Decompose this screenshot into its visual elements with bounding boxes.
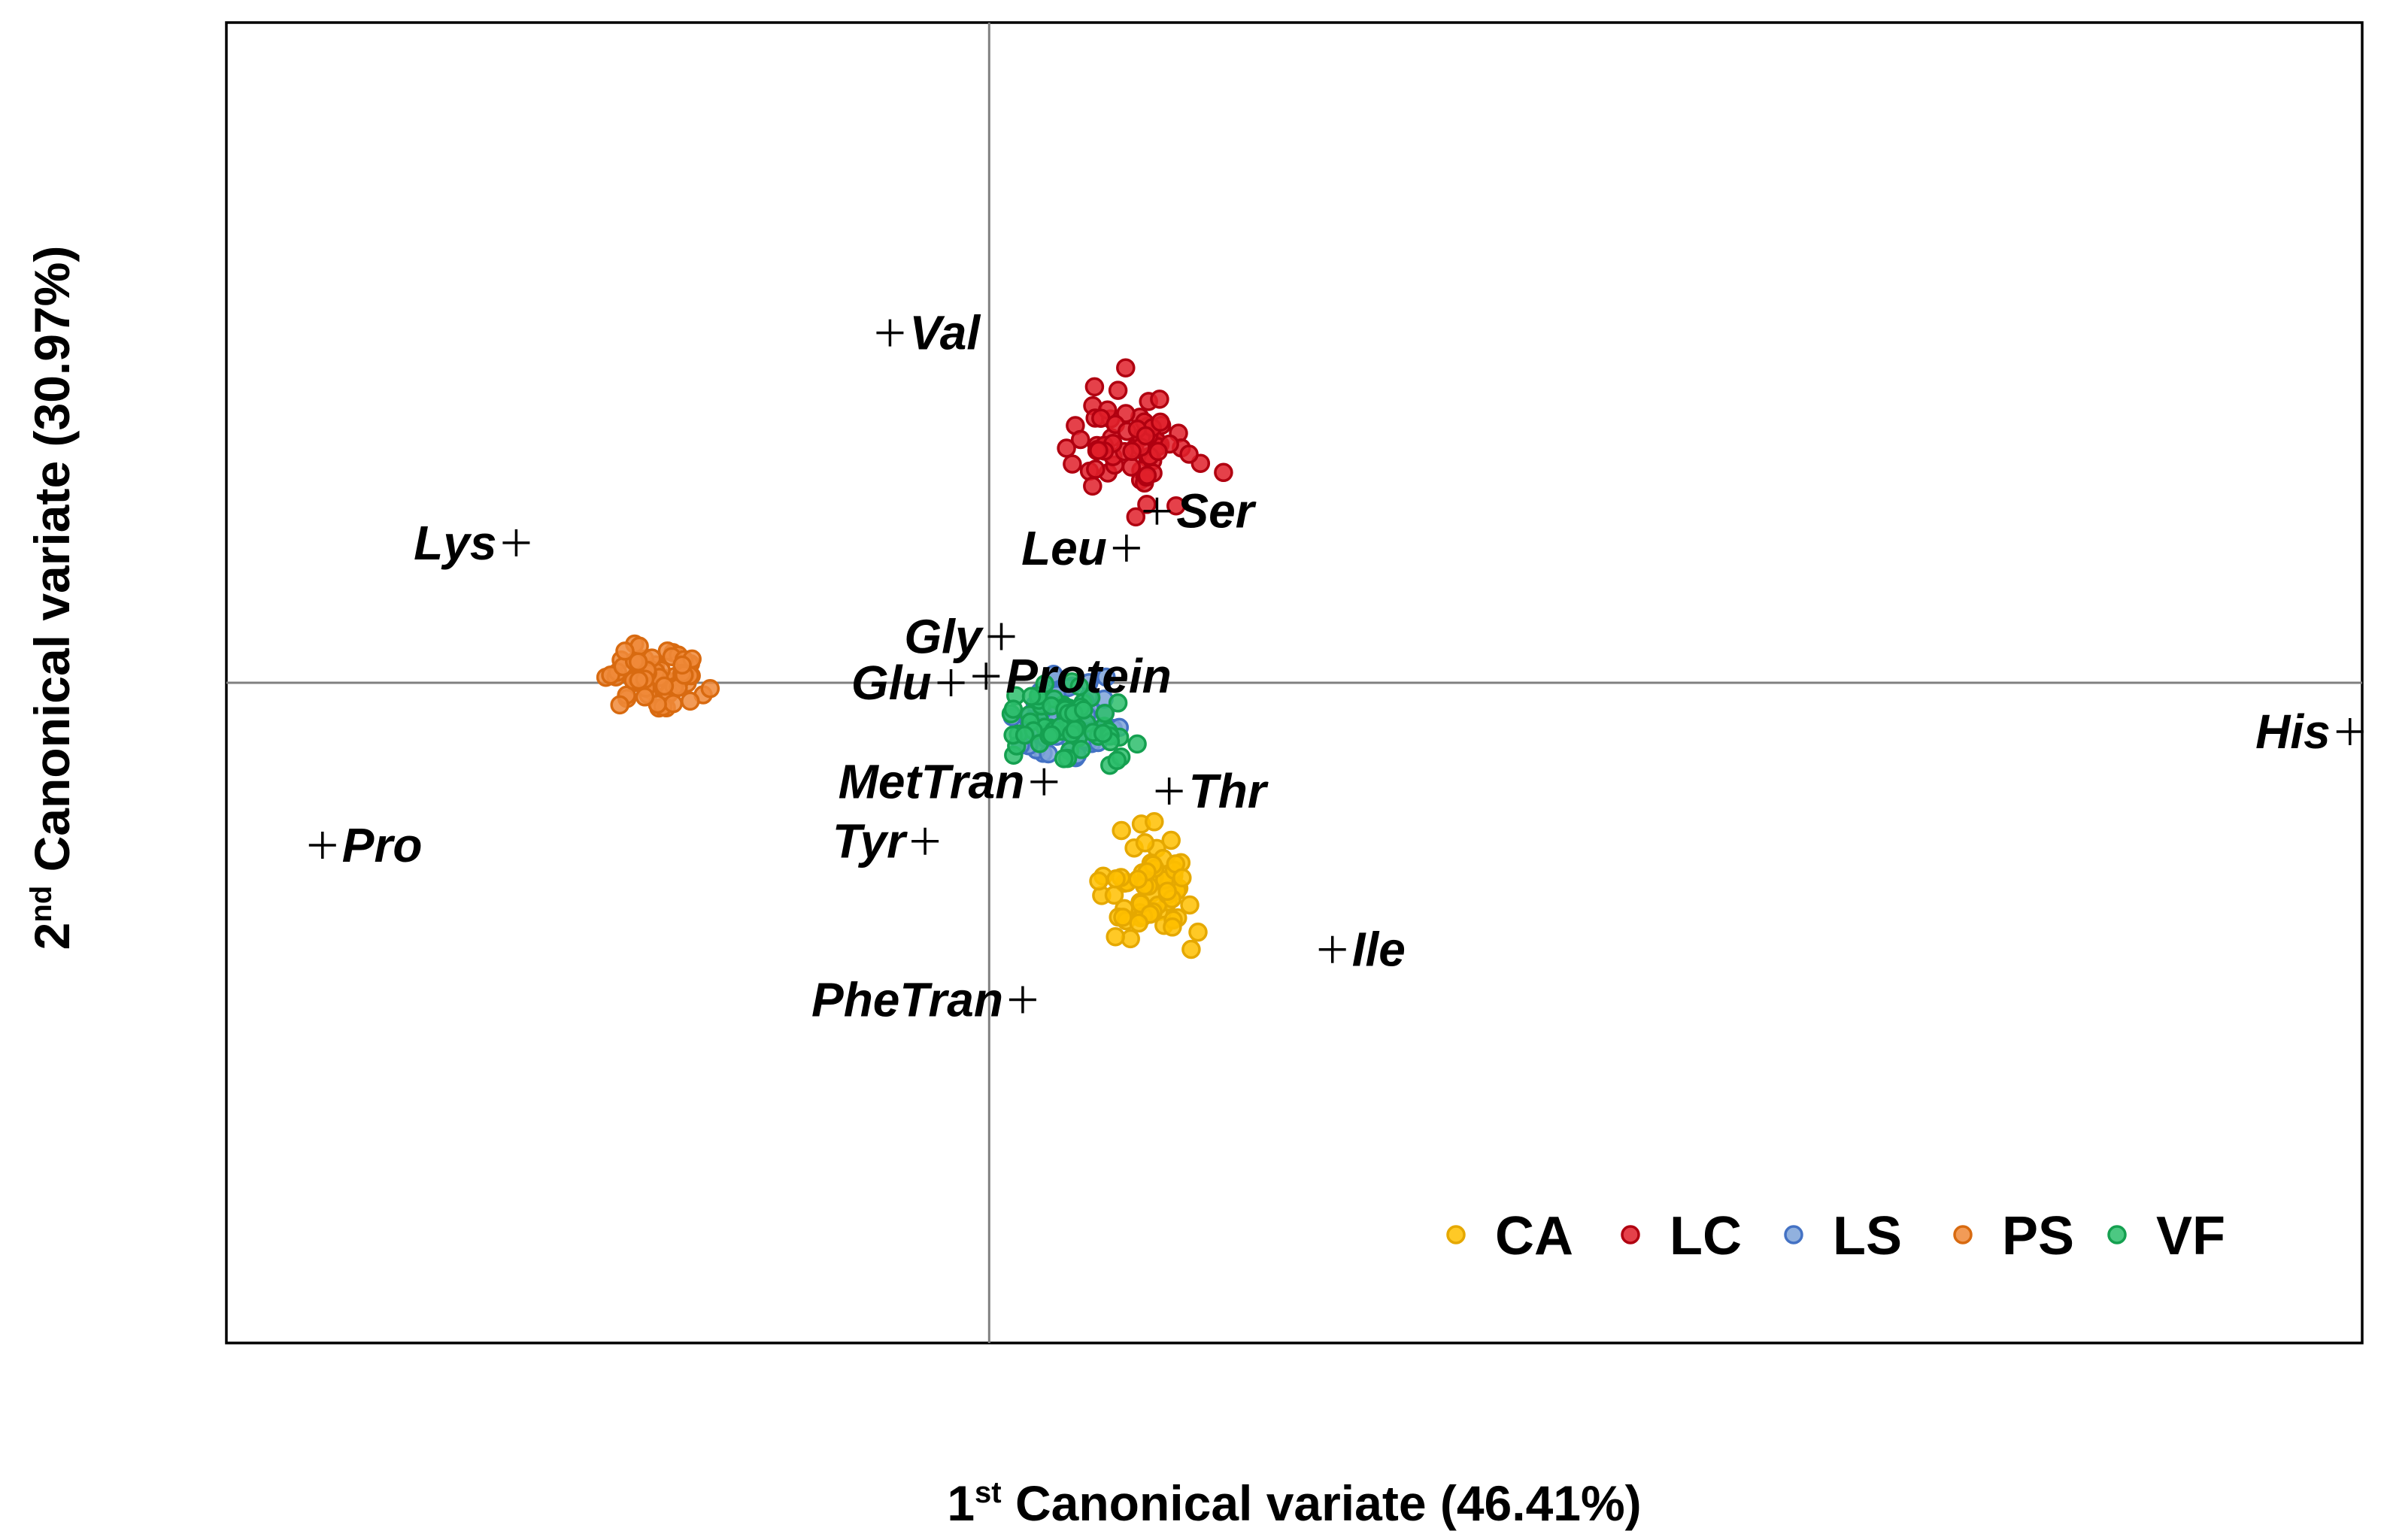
point-vf <box>1042 725 1062 745</box>
label-thr: Thr <box>1189 764 1269 818</box>
point-ps <box>663 693 683 714</box>
y-axis-title: 2nd Canonical variate (30.97%) <box>24 246 80 950</box>
point-lc <box>1121 457 1142 477</box>
point-ca <box>1188 922 1208 942</box>
label-ile: Ile <box>1352 923 1406 977</box>
point-lc <box>1214 462 1233 483</box>
point-lc <box>1089 441 1109 460</box>
point-ca <box>1129 913 1148 933</box>
point-vf <box>1107 750 1127 771</box>
point-lc <box>1086 459 1106 479</box>
point-vf <box>1069 677 1090 696</box>
group-lc <box>1057 358 1233 527</box>
point-lc <box>1137 465 1157 485</box>
legend-label-ps: PS <box>2002 1206 2074 1266</box>
point-vf <box>1108 693 1128 713</box>
point-ca <box>1181 939 1201 959</box>
point-lc <box>1083 476 1103 496</box>
point-lc <box>1108 380 1128 400</box>
point-ca <box>1089 871 1109 891</box>
point-lc <box>1057 438 1076 458</box>
label-ser: Ser <box>1176 484 1256 538</box>
point-lc <box>1126 507 1146 527</box>
legend-marker-ps <box>1953 1225 1973 1244</box>
point-ca <box>1128 869 1148 890</box>
point-ps <box>628 652 648 671</box>
point-vf <box>1093 723 1113 744</box>
point-vf <box>1021 687 1042 706</box>
point-lc <box>1166 496 1186 516</box>
point-lc <box>1084 377 1105 397</box>
point-vf <box>1072 740 1091 759</box>
point-ps <box>615 641 635 661</box>
point-ca <box>1172 868 1192 888</box>
x-axis-title: 1st Canonical variate (46.41%) <box>947 1475 1641 1531</box>
point-lc <box>1151 412 1170 432</box>
label-gly: Gly <box>904 610 984 664</box>
point-ca <box>1145 812 1164 832</box>
point-vf <box>1127 734 1147 754</box>
label-leu: Leu <box>1021 521 1107 575</box>
legend-marker-ca <box>1446 1225 1466 1244</box>
legend-label-ls: LS <box>1833 1206 1902 1266</box>
point-lc <box>1063 454 1082 474</box>
point-vf <box>1065 720 1085 740</box>
point-lc <box>1179 444 1199 464</box>
point-vf <box>1095 703 1115 723</box>
legend-marker-lc <box>1621 1225 1640 1244</box>
point-lc <box>1122 441 1142 462</box>
label-glu: Glu <box>851 656 932 710</box>
point-vf <box>1054 749 1074 768</box>
label-phetran: PheTran <box>811 972 1003 1026</box>
point-ps <box>629 670 649 690</box>
point-ca <box>1157 881 1177 902</box>
point-lc <box>1116 358 1136 377</box>
point-ca <box>1180 895 1200 915</box>
label-protein: Protein <box>1005 649 1171 703</box>
point-lc <box>1148 441 1168 462</box>
legend-marker-vf <box>2107 1225 2127 1244</box>
legend: CA LC LS PS VF <box>1446 1206 2225 1266</box>
point-ps <box>654 676 675 696</box>
group-ps <box>596 634 720 718</box>
label-mettran: MetTran <box>839 755 1025 809</box>
point-lc <box>1150 390 1169 409</box>
point-vf <box>1015 725 1035 745</box>
point-ps <box>610 695 629 715</box>
legend-marker-ls <box>1784 1225 1803 1244</box>
point-ps <box>672 655 692 675</box>
label-pro: Pro <box>342 818 423 872</box>
point-ca <box>1163 917 1182 937</box>
point-ps <box>681 691 700 711</box>
label-tyr: Tyr <box>833 814 908 869</box>
point-ca <box>1161 830 1181 850</box>
scatter-points <box>596 358 1233 959</box>
point-lc <box>1137 495 1157 514</box>
point-ls <box>1096 667 1116 687</box>
legend-label-ca: CA <box>1495 1206 1573 1266</box>
point-ca <box>1106 869 1126 889</box>
legend-label-lc: LC <box>1670 1206 1742 1266</box>
point-ca <box>1113 908 1133 927</box>
point-vf <box>1074 700 1093 720</box>
point-lc <box>1136 426 1156 446</box>
point-ca <box>1106 926 1125 947</box>
point-ca <box>1135 833 1155 853</box>
point-lc <box>1070 429 1090 450</box>
label-val: Val <box>909 306 981 360</box>
point-ps <box>700 678 720 699</box>
legend-label-vf: VF <box>2156 1206 2225 1266</box>
point-ca <box>1112 820 1131 841</box>
group-vf <box>1001 672 1147 775</box>
label-lys: Lys <box>414 516 496 570</box>
group-ca <box>1089 812 1208 959</box>
label-his: His <box>2255 705 2331 759</box>
point-ps <box>635 687 655 707</box>
point-vf <box>1003 699 1024 719</box>
